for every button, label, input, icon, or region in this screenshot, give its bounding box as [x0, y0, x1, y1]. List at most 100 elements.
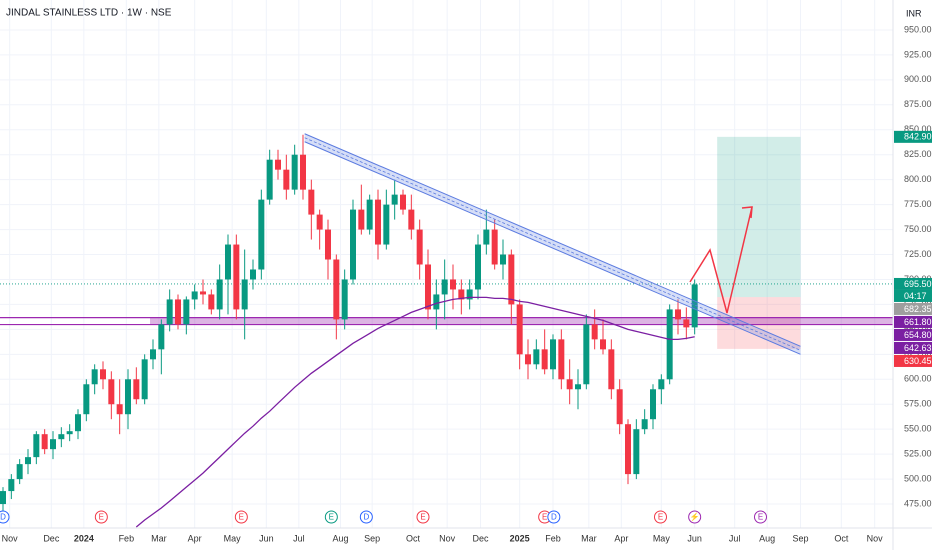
- candle-body: [575, 384, 581, 390]
- candle-body: [350, 209, 356, 280]
- price-badge-label: 642.63: [904, 343, 932, 353]
- event-icon: [416, 510, 430, 524]
- countdown-label: 04:17: [904, 291, 927, 301]
- candle-body: [258, 199, 265, 270]
- candle-body: [533, 349, 540, 365]
- candle-body: [108, 379, 115, 405]
- x-tick-label: Apr: [188, 533, 202, 543]
- candle-body: [225, 244, 231, 280]
- x-tick-label: Jul: [293, 533, 305, 543]
- candle-body: [550, 339, 556, 370]
- candle-body: [675, 309, 681, 320]
- event-icon: [234, 510, 248, 524]
- x-tick-label: Nov: [867, 533, 884, 543]
- price-badge-label: 654.80: [904, 330, 932, 340]
- candle-body: [391, 194, 398, 205]
- x-tick-label: Feb: [119, 533, 135, 543]
- candle-body: [58, 434, 65, 440]
- candle-body: [150, 349, 156, 360]
- candle-body: [558, 339, 565, 380]
- candle-body: [566, 379, 573, 390]
- x-tick-label: Nov: [439, 533, 456, 543]
- projection-arrow: [689, 206, 753, 314]
- candle-body: [483, 229, 490, 245]
- candle-body: [33, 434, 40, 458]
- candle-body: [241, 279, 248, 310]
- candle-body: [133, 379, 140, 400]
- candle-body: [491, 229, 498, 265]
- candle-body: [525, 354, 531, 365]
- candle-body: [666, 309, 673, 380]
- candle-body: [233, 244, 240, 310]
- price-badge-label: 842.90: [904, 132, 932, 142]
- candle-body: [183, 299, 190, 325]
- x-tick-label: Jun: [259, 533, 274, 543]
- candle-body: [341, 279, 348, 320]
- candle-body: [591, 324, 598, 340]
- candle-body: [250, 269, 256, 280]
- moving-average: [135, 296, 695, 528]
- candle-body: [541, 349, 548, 370]
- y-tick-label: 475.00: [904, 498, 932, 508]
- candle-body: [300, 154, 306, 190]
- candle-body: [266, 159, 273, 200]
- candle-body: [16, 464, 23, 480]
- y-tick-label: 850.00: [904, 124, 932, 134]
- candle-body: [50, 439, 56, 450]
- candle-body: [583, 324, 590, 385]
- x-tick-label: Jul: [729, 533, 741, 543]
- x-tick-label: Mar: [581, 533, 597, 543]
- chart-title: JINDAL STAINLESS LTD · 1W · NSE: [6, 8, 172, 19]
- price-badge-label: 682.35: [904, 304, 932, 314]
- candle-body: [641, 419, 648, 430]
- candle-body: [325, 229, 331, 260]
- candle-body: [100, 369, 106, 380]
- event-label: E: [542, 513, 547, 522]
- x-tick-label: Aug: [759, 533, 775, 543]
- candle-body: [433, 294, 440, 310]
- candle-body: [358, 209, 365, 230]
- candle-body: [91, 369, 98, 385]
- x-tick-label: May: [224, 533, 242, 543]
- event-label: D: [0, 513, 6, 522]
- candle-body: [425, 264, 431, 310]
- price-badge: [894, 354, 932, 367]
- event-label: E: [420, 513, 425, 522]
- y-tick-label: 775.00: [904, 199, 932, 209]
- candle-body: [658, 379, 665, 390]
- y-tick-label: 825.00: [904, 149, 932, 159]
- candle-body: [616, 389, 623, 425]
- price-badge: [894, 302, 932, 315]
- y-tick-label: 900.00: [904, 74, 932, 84]
- candle-body: [83, 384, 90, 415]
- candle-body: [175, 299, 181, 325]
- axis: 475.00500.00525.00550.00575.00600.00625.…: [0, 24, 932, 543]
- y-tick-label: 800.00: [904, 174, 932, 184]
- candle-body: [408, 209, 415, 230]
- y-tick-label: 725.00: [904, 249, 932, 259]
- candle-body: [458, 289, 465, 300]
- candle-body: [633, 429, 640, 475]
- price-badge-label: 695.50: [904, 279, 932, 289]
- candle-body: [191, 291, 198, 300]
- candle-body: [308, 189, 315, 215]
- x-tick-label: Feb: [545, 533, 561, 543]
- x-tick-label: Sep: [364, 533, 380, 543]
- event-label: D: [551, 513, 557, 522]
- candle-body: [166, 299, 173, 325]
- y-tick-label: 575.00: [904, 399, 932, 409]
- candle-body: [416, 229, 423, 265]
- candle-body: [441, 279, 448, 295]
- candle-body: [516, 304, 523, 355]
- candle-body: [125, 379, 131, 415]
- x-tick-label: Oct: [834, 533, 849, 543]
- price-badge: [894, 328, 932, 341]
- candle-body: [291, 154, 298, 190]
- event-icon: [654, 510, 667, 524]
- event-label: E: [239, 513, 244, 522]
- trend-line: [304, 141, 801, 355]
- candle-body: [200, 291, 206, 295]
- y-tick-label: 950.00: [904, 24, 932, 34]
- price-badge-label: 661.80: [904, 317, 932, 327]
- event-label: E: [658, 513, 663, 522]
